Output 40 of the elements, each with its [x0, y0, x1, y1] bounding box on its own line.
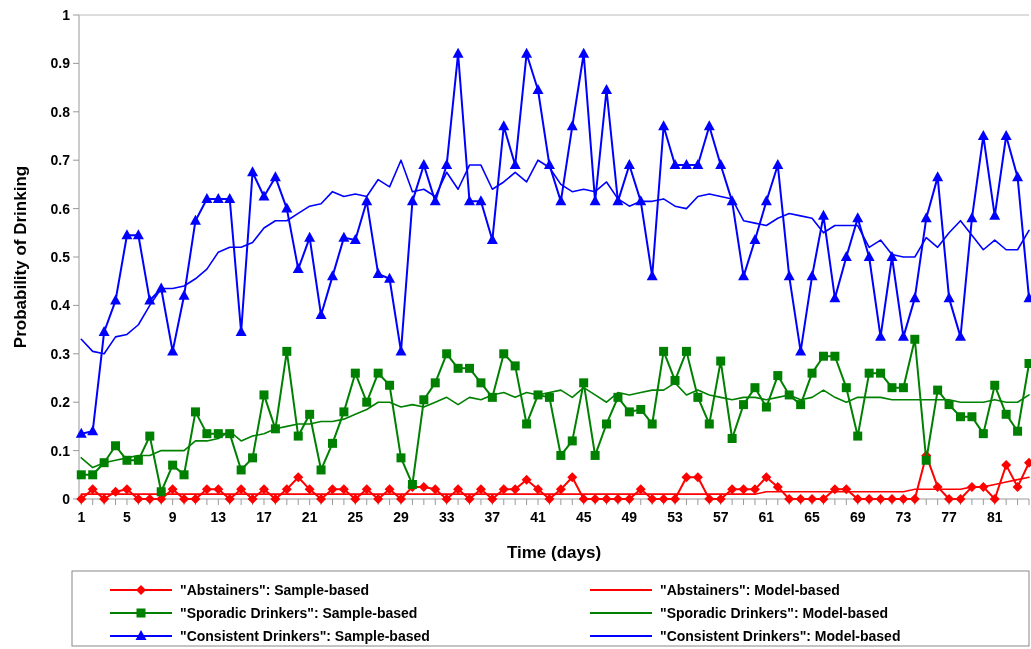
x-tick-label: 65: [804, 509, 821, 525]
y-tick-label: 0.6: [50, 200, 71, 217]
x-tick-label: 77: [941, 509, 958, 525]
y-tick-label: 0: [62, 491, 71, 507]
x-tick-label: 69: [849, 509, 866, 525]
legend-label: "Consistent Drinkers": Model-based: [660, 628, 901, 644]
y-axis-title: Probability of Drinking: [11, 165, 30, 349]
y-tick-label: 0.1: [50, 442, 71, 459]
y-tick-label: 0.5: [50, 249, 71, 265]
x-tick-label: 45: [575, 509, 592, 525]
legend-label: "Abstainers": Model-based: [660, 582, 840, 598]
x-tick-label: 57: [712, 509, 729, 525]
x-tick-label: 1: [77, 509, 86, 525]
x-tick-label: 49: [621, 509, 638, 525]
x-tick-label: 33: [438, 509, 455, 525]
x-tick-label: 5: [123, 509, 132, 525]
legend-label: "Abstainers": Sample-based: [180, 582, 370, 598]
x-tick-label: 21: [301, 509, 318, 525]
y-tick-label: 0.9: [50, 55, 71, 72]
x-tick-label: 53: [667, 509, 684, 525]
x-tick-label: 9: [168, 509, 177, 525]
y-tick-label: 1: [62, 7, 71, 23]
x-tick-label: 73: [895, 509, 912, 525]
x-tick-label: 25: [347, 509, 364, 525]
y-tick-label: 0.8: [50, 103, 71, 120]
x-tick-label: 61: [758, 509, 775, 525]
legend-label: "Sporadic Drinkers": Sample-based: [180, 605, 418, 621]
x-tick-label: 37: [484, 509, 501, 525]
y-tick-label: 0.7: [50, 152, 71, 169]
x-axis-title: Time (days): [506, 543, 602, 562]
legend-label: "Consistent Drinkers": Sample-based: [180, 628, 430, 644]
y-tick-label: 0.2: [50, 394, 71, 411]
x-tick-label: 13: [210, 509, 227, 525]
x-tick-label: 29: [393, 509, 409, 525]
legend-label: "Sporadic Drinkers": Model-based: [660, 605, 888, 621]
y-tick-label: 0.3: [50, 345, 71, 362]
y-tick-label: 0.4: [50, 297, 71, 314]
x-tick-label: 41: [530, 509, 547, 525]
x-tick-label: 17: [256, 509, 272, 525]
x-tick-label: 81: [986, 509, 1003, 525]
